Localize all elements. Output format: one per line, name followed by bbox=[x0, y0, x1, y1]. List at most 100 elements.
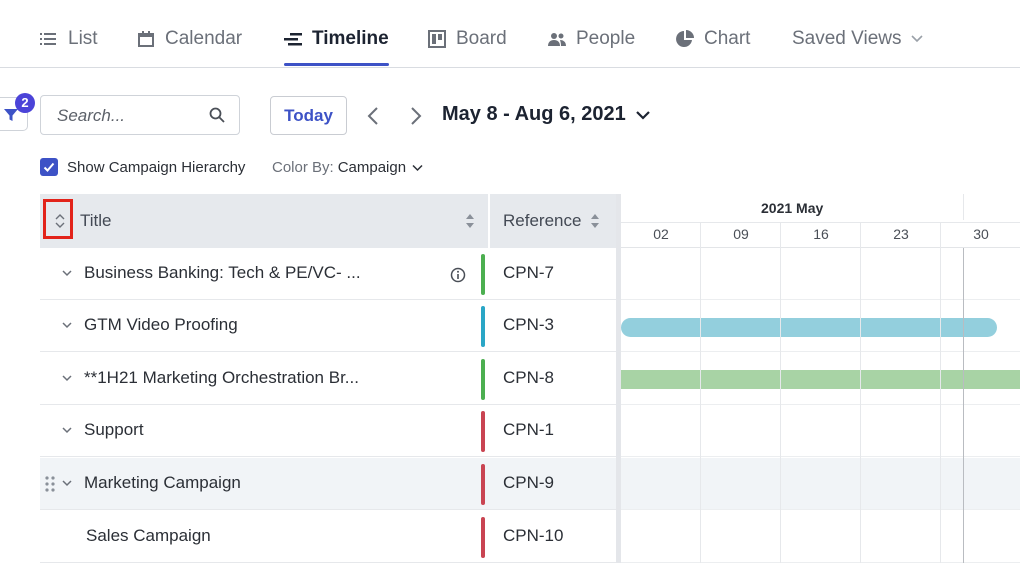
chevron-down-icon bbox=[910, 35, 923, 43]
today-button[interactable]: Today bbox=[270, 96, 347, 135]
tab-label: Calendar bbox=[165, 28, 243, 49]
table-row[interactable]: Business Banking: Tech & PE/VC- ... CPN-… bbox=[40, 248, 616, 300]
campaign-color-bar bbox=[481, 306, 485, 347]
timeline-header: 2021 May 02 09 16 23 30 bbox=[621, 194, 1020, 248]
week-label: 23 bbox=[893, 226, 909, 242]
tab-calendar[interactable]: Calendar bbox=[137, 28, 242, 68]
column-header-reference[interactable]: Reference bbox=[503, 211, 582, 230]
date-range-selector[interactable]: May 8 - Aug 6, 2021 bbox=[442, 103, 651, 126]
board-icon bbox=[428, 30, 446, 48]
chevron-down-icon bbox=[412, 164, 423, 172]
timeline-grid: Title Reference 2021 May 02 09 16 23 30 … bbox=[40, 194, 1020, 563]
row-reference: CPN-9 bbox=[503, 473, 555, 492]
sort-arrows-icon[interactable] bbox=[591, 213, 599, 229]
table-header: Title Reference bbox=[40, 194, 616, 248]
chevron-down-icon[interactable] bbox=[61, 477, 73, 489]
campaign-color-bar bbox=[481, 359, 485, 400]
row-reference: CPN-7 bbox=[503, 263, 555, 282]
row-title[interactable]: Business Banking: Tech & PE/VC- ... bbox=[84, 263, 361, 282]
show-hierarchy-label: Show Campaign Hierarchy bbox=[67, 158, 246, 176]
chevron-down-icon[interactable] bbox=[61, 424, 73, 436]
checkmark-icon bbox=[43, 162, 55, 172]
week-gridline bbox=[780, 222, 781, 563]
view-tabs: List Calendar Timeline Board People Char… bbox=[0, 0, 1020, 68]
table-row[interactable]: Sales Campaign CPN-10 bbox=[40, 511, 616, 563]
row-title[interactable]: **1H21 Marketing Orchestration Br... bbox=[84, 368, 359, 387]
color-by-value: Campaign bbox=[337, 159, 407, 176]
timeline-row bbox=[621, 511, 1020, 563]
timeline-row bbox=[621, 458, 1020, 510]
search-box bbox=[40, 95, 240, 135]
filter-icon bbox=[4, 109, 18, 121]
info-icon[interactable] bbox=[450, 267, 466, 283]
filter-button[interactable] bbox=[0, 97, 28, 131]
search-input[interactable] bbox=[55, 105, 209, 127]
color-by-label: Color By: bbox=[272, 159, 334, 176]
row-reference: CPN-3 bbox=[503, 315, 555, 334]
campaign-color-bar bbox=[481, 411, 485, 452]
row-reference: CPN-8 bbox=[503, 368, 555, 387]
pane-splitter[interactable] bbox=[616, 194, 621, 563]
chevron-down-icon bbox=[636, 110, 650, 120]
row-reference: CPN-10 bbox=[503, 526, 564, 545]
chevron-left-icon[interactable] bbox=[362, 104, 384, 128]
campaign-color-bar bbox=[481, 464, 485, 505]
pie-chart-icon bbox=[676, 30, 694, 47]
sort-icon[interactable] bbox=[54, 213, 66, 229]
week-label: 02 bbox=[653, 226, 669, 242]
column-divider[interactable] bbox=[488, 194, 490, 248]
timeline-row bbox=[621, 300, 1020, 352]
campaign-bar[interactable] bbox=[621, 318, 997, 337]
chevron-down-icon[interactable] bbox=[61, 372, 73, 384]
drag-handle-icon[interactable] bbox=[45, 476, 55, 492]
calendar-icon bbox=[138, 31, 154, 47]
week-gridline bbox=[860, 222, 861, 563]
tab-saved-views[interactable]: Saved Views bbox=[792, 28, 924, 68]
tab-label: People bbox=[576, 28, 636, 49]
table-row[interactable]: **1H21 Marketing Orchestration Br... CPN… bbox=[40, 353, 616, 405]
row-title[interactable]: GTM Video Proofing bbox=[84, 315, 238, 334]
column-header-title[interactable]: Title bbox=[80, 211, 112, 230]
row-title[interactable]: Support bbox=[84, 420, 144, 439]
show-hierarchy-option: Show Campaign Hierarchy bbox=[40, 158, 245, 176]
list-icon bbox=[40, 33, 56, 45]
row-title[interactable]: Marketing Campaign bbox=[84, 473, 241, 492]
tab-timeline[interactable]: Timeline bbox=[284, 28, 389, 68]
search-icon[interactable] bbox=[209, 107, 225, 123]
week-label: 09 bbox=[733, 226, 749, 242]
tab-label: Saved Views bbox=[792, 28, 902, 49]
week-gridline bbox=[700, 222, 701, 563]
row-title[interactable]: Sales Campaign bbox=[86, 526, 211, 545]
tab-list[interactable]: List bbox=[40, 28, 98, 68]
row-reference: CPN-1 bbox=[503, 420, 555, 439]
timeline-icon bbox=[284, 33, 302, 46]
chevron-down-icon[interactable] bbox=[61, 319, 73, 331]
chevron-right-icon[interactable] bbox=[405, 104, 427, 128]
tab-people[interactable]: People bbox=[548, 28, 635, 68]
tab-label: Board bbox=[456, 28, 507, 49]
timeline-row bbox=[621, 405, 1020, 457]
tab-chart[interactable]: Chart bbox=[676, 28, 750, 68]
header-divider bbox=[621, 222, 1020, 223]
campaign-color-bar bbox=[481, 254, 485, 295]
month-divider bbox=[963, 194, 964, 220]
date-range-label: May 8 - Aug 6, 2021 bbox=[442, 103, 626, 125]
table-row[interactable]: GTM Video Proofing CPN-3 bbox=[40, 300, 616, 352]
timeline-row bbox=[621, 353, 1020, 405]
table-row[interactable]: Marketing Campaign CPN-9 bbox=[40, 458, 616, 510]
today-marker-line bbox=[963, 248, 964, 563]
people-icon bbox=[548, 33, 566, 46]
tab-label: Timeline bbox=[312, 28, 389, 49]
highlight-annotation bbox=[43, 199, 73, 239]
week-gridline bbox=[940, 222, 941, 563]
tab-board[interactable]: Board bbox=[428, 28, 507, 68]
sort-arrows-icon[interactable] bbox=[466, 213, 474, 229]
color-by-dropdown[interactable]: Color By: Campaign bbox=[272, 159, 423, 176]
timeline-row bbox=[621, 248, 1020, 300]
table-row[interactable]: Support CPN-1 bbox=[40, 405, 616, 457]
show-hierarchy-checkbox[interactable] bbox=[40, 158, 58, 176]
chevron-down-icon[interactable] bbox=[61, 267, 73, 279]
tab-label: Chart bbox=[704, 28, 751, 49]
filter-count-badge: 2 bbox=[15, 93, 35, 113]
campaign-bar[interactable] bbox=[621, 370, 1020, 389]
